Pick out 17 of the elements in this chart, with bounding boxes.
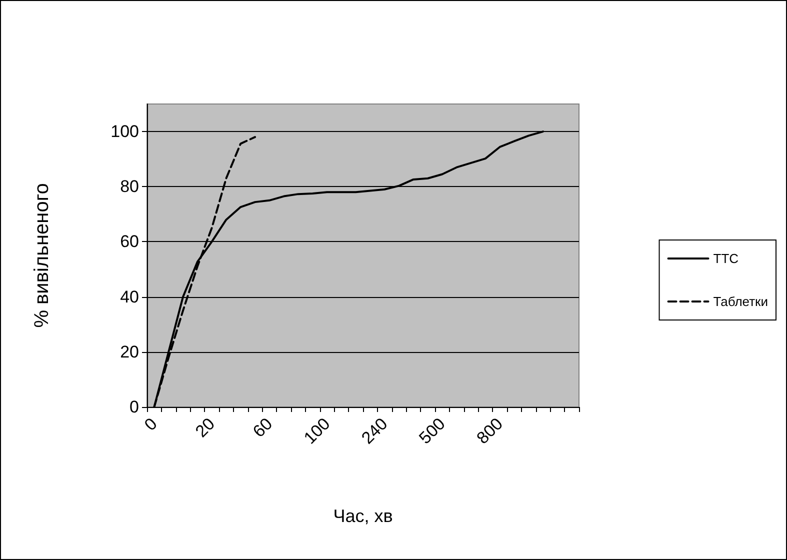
- y-tick-label: 0: [130, 398, 139, 416]
- y-tick-label: 60: [120, 232, 139, 252]
- x-tick-label: 240: [358, 414, 392, 448]
- legend-label: ТТС: [713, 251, 739, 266]
- y-axis-title: % вивільненого: [31, 183, 53, 328]
- y-tick-label: 80: [120, 177, 139, 196]
- y-tick-label: 100: [110, 122, 139, 142]
- y-tick-label: 40: [120, 287, 139, 306]
- y-tick-label: 20: [120, 342, 139, 362]
- x-tick-label: 100: [300, 414, 334, 448]
- x-tick-label: 20: [192, 414, 219, 442]
- x-tick-label: 800: [473, 414, 507, 448]
- x-tick-label: 0: [140, 414, 161, 434]
- x-tick-label: 60: [249, 414, 276, 442]
- x-axis-title: Час, хв: [333, 506, 393, 526]
- legend-label: Таблетки: [713, 294, 768, 309]
- x-tick-label: 500: [415, 414, 449, 448]
